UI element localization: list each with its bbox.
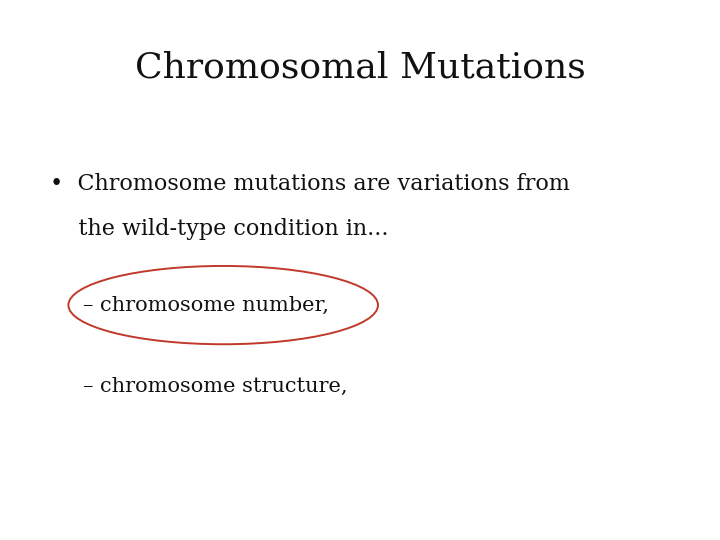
Text: the wild-type condition in...: the wild-type condition in... [50, 219, 389, 240]
Text: Chromosomal Mutations: Chromosomal Mutations [135, 51, 585, 84]
Text: – chromosome number,: – chromosome number, [83, 295, 328, 315]
Text: •  Chromosome mutations are variations from: • Chromosome mutations are variations fr… [50, 173, 570, 194]
Text: – chromosome structure,: – chromosome structure, [83, 376, 347, 396]
